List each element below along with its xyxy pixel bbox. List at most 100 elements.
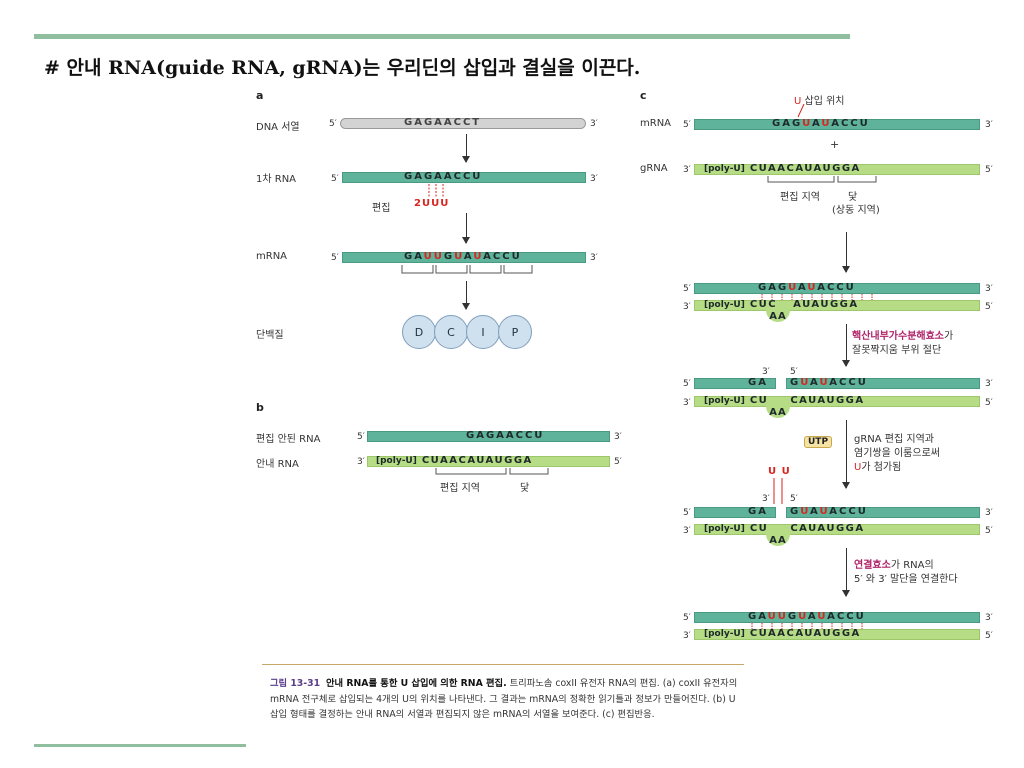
utp-tag: UTP	[804, 436, 833, 448]
s3-mrna-right-seq: GUAUACCU	[790, 506, 868, 517]
guide-5-end: 5′	[614, 457, 622, 467]
codon-brackets	[401, 265, 533, 274]
c-mrna-strand	[694, 119, 980, 130]
s3-uu-stems	[773, 478, 783, 504]
s3-mrna-left-seq: GA	[748, 506, 768, 517]
s2-grna-strand	[694, 396, 980, 407]
final-grna-strand	[694, 629, 980, 640]
panel-a-letter: a	[256, 89, 264, 102]
s3-uu-insert: U U	[768, 466, 791, 477]
c-mrna-5-end: 5′	[683, 120, 691, 130]
guide-region-brackets	[435, 468, 549, 475]
c-grna-3-end: 3′	[683, 165, 691, 175]
s2-mrna-right-strand	[786, 378, 980, 389]
s2-mrna-left-strand	[694, 378, 776, 389]
insert-site-label: U 삽입 위치	[794, 96, 845, 107]
s1-mrna-strand	[694, 283, 980, 294]
primary-rna-strand	[342, 172, 586, 183]
s2-mrna-left-seq: GA	[748, 377, 768, 388]
s2-grna-sequence: [poly-U] CU CAUAUGGA	[704, 395, 865, 406]
s2-aa-loop: AA	[766, 406, 790, 418]
s2-grna-5-end: 5′	[985, 398, 993, 408]
final-pairing-ticks	[751, 623, 863, 629]
edit-label: 편집	[372, 203, 391, 214]
s3-grna-strand	[694, 524, 980, 535]
panel-c-letter: c	[640, 89, 647, 102]
mrna-a-3-end: 3′	[590, 253, 598, 263]
top-accent-bar	[34, 34, 850, 39]
plus-sign: +	[830, 138, 840, 151]
dna-label: DNA 서열	[256, 122, 300, 133]
step3-line2: 5′ 와 3′ 말단을 연결한다	[854, 574, 958, 585]
final-mrna-strand	[694, 612, 980, 623]
guide-edit-region-label: 편집 지역	[440, 483, 480, 494]
s2-mrna-right-seq: GUAUACCU	[790, 377, 868, 388]
s2-grna-3-end: 3′	[683, 398, 691, 408]
s1-grna-sequence: [poly-U] CUC AUAUGGA	[704, 299, 859, 310]
step1-label-line2: 잘못짝지움 부위 절단	[852, 345, 942, 356]
primary-rna-3-end: 3′	[590, 174, 598, 184]
s3-grna-3-end: 3′	[683, 526, 691, 536]
c-grna-sequence: [poly-U] CUAACAUAUGGA	[704, 163, 861, 174]
s1-grna-strand	[694, 300, 980, 311]
final-grna-3-end: 3′	[683, 631, 691, 641]
c-grna-label: gRNA	[640, 163, 668, 174]
arrow-c-pairing	[842, 232, 850, 273]
step1-label-line1: 핵산내부가수분해효소가	[852, 331, 954, 342]
c-grna-strand	[694, 164, 980, 175]
s1-grna-3-end: 3′	[683, 302, 691, 312]
s1-mrna-5-end: 5′	[683, 284, 691, 294]
primary-rna-label: 1차 RNA	[256, 174, 297, 185]
c-mrna-sequence: GAGUAUACCU	[772, 118, 870, 129]
c-anchor-label: 닻	[848, 192, 858, 203]
arrow-rna-to-mrna	[462, 213, 470, 244]
guide-rna-label: 안내 RNA	[256, 459, 299, 470]
step2-line1: gRNA 편집 지역과	[854, 434, 934, 445]
unedited-5-end: 5′	[357, 432, 365, 442]
unedited-rna-strand	[367, 431, 610, 442]
slide-title: # 안내 RNA(guide RNA, gRNA)는 우리딘의 삽입과 결실을 …	[44, 57, 641, 79]
s1-mrna-sequence: GAGUAUACCU	[758, 282, 856, 293]
arrow-mrna-to-protein	[462, 281, 470, 310]
panel-b-letter: b	[256, 401, 264, 414]
s3-mrna-5-end: 5′	[683, 508, 691, 518]
final-grna-sequence: [poly-U] CUAACAUAUGGA	[704, 628, 861, 639]
s2-mrna-3-end: 3′	[985, 379, 993, 389]
s2-cut-5-end: 5′	[790, 367, 798, 377]
mrna-a-strand	[342, 252, 586, 263]
s3-cut-3-end: 3′	[762, 494, 770, 504]
c-mrna-label: mRNA	[640, 118, 672, 129]
c-mrna-3-end: 3′	[985, 120, 993, 130]
unedited-rna-sequence: GAGAACCU	[466, 430, 545, 441]
c-grna-brackets	[767, 176, 877, 183]
arrow-c-cleavage	[842, 324, 850, 367]
s3-aa-loop: AA	[766, 534, 790, 546]
c-edit-region-label: 편집 지역	[780, 192, 820, 203]
caption-divider	[262, 664, 744, 665]
final-mrna-5-end: 5′	[683, 613, 691, 623]
c-anchor-sub-label: (상동 지역)	[832, 205, 880, 216]
s3-grna-sequence: [poly-U] CU CAUAUGGA	[704, 523, 865, 534]
guide-rna-sequence: [poly-U] CUAACAUAUGGA	[376, 455, 533, 466]
amino-acid-p: P	[498, 315, 532, 349]
mrna-a-5-end: 5′	[331, 253, 339, 263]
step2-line2: 염기쌍을 이룸으로써	[854, 448, 940, 459]
c-grna-5-end: 5′	[985, 165, 993, 175]
arrow-c-utp	[842, 420, 850, 489]
dna-3-end: 3′	[590, 119, 598, 129]
figure-caption: 그림 13-31 안내 RNA를 통한 U 삽입에 의한 RNA 편집. 트리파…	[270, 678, 738, 720]
bottom-accent-bar	[34, 744, 246, 747]
s2-cut-3-end: 3′	[762, 367, 770, 377]
guide-anchor-label: 닻	[520, 483, 530, 494]
mrna-label-a: mRNA	[256, 251, 288, 262]
amino-acid-c: C	[434, 315, 468, 349]
dna-strand	[340, 118, 586, 129]
amino-acid-d: D	[402, 315, 436, 349]
s3-grna-5-end: 5′	[985, 526, 993, 536]
s1-grna-5-end: 5′	[985, 302, 993, 312]
guide-3-end: 3′	[357, 457, 365, 467]
step2-line3: U가 첨가됨	[854, 462, 902, 473]
primary-rna-5-end: 5′	[331, 174, 339, 184]
unedited-3-end: 3′	[614, 432, 622, 442]
s1-mrna-3-end: 3′	[985, 284, 993, 294]
